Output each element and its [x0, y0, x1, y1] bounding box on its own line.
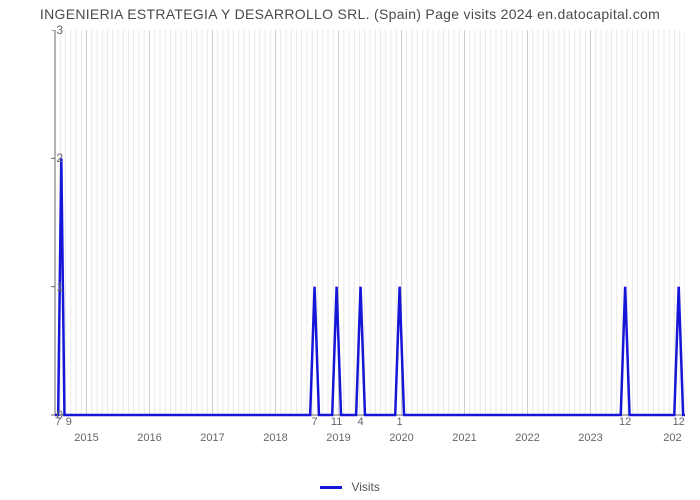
x-tick-label: 2020 [389, 432, 413, 444]
value-label: 12 [673, 416, 685, 428]
x-tick-label: 2022 [515, 432, 539, 444]
x-tick-label: 2019 [326, 432, 350, 444]
y-tick-label: 1 [43, 280, 63, 294]
value-label: 7 [55, 416, 61, 428]
x-tick-label: 2018 [263, 432, 287, 444]
x-tick-label: 202 [663, 432, 681, 444]
value-label: 7 [311, 416, 317, 428]
x-tick-label: 2017 [200, 432, 224, 444]
legend-swatch [320, 486, 342, 489]
y-tick-label: 2 [43, 151, 63, 165]
x-tick-label: 2016 [137, 432, 161, 444]
chart-area: 0123 20152016201720182019202020212022202… [35, 30, 685, 450]
chart-title: INGENIERIA ESTRATEGIA Y DESARROLLO SRL. … [0, 6, 700, 22]
value-label: 1 [397, 416, 403, 428]
legend-label: Visits [351, 480, 379, 494]
value-label: 11 [331, 416, 342, 428]
x-tick-label: 2021 [452, 432, 476, 444]
value-label: 12 [619, 416, 631, 428]
legend: Visits [0, 480, 700, 494]
chart-svg [35, 30, 685, 450]
value-label: 4 [357, 416, 363, 428]
y-tick-label: 3 [43, 23, 63, 37]
chart-figure: INGENIERIA ESTRATEGIA Y DESARROLLO SRL. … [0, 0, 700, 500]
value-label: 9 [66, 416, 72, 428]
x-tick-label: 2023 [578, 432, 602, 444]
x-tick-label: 2015 [74, 432, 98, 444]
